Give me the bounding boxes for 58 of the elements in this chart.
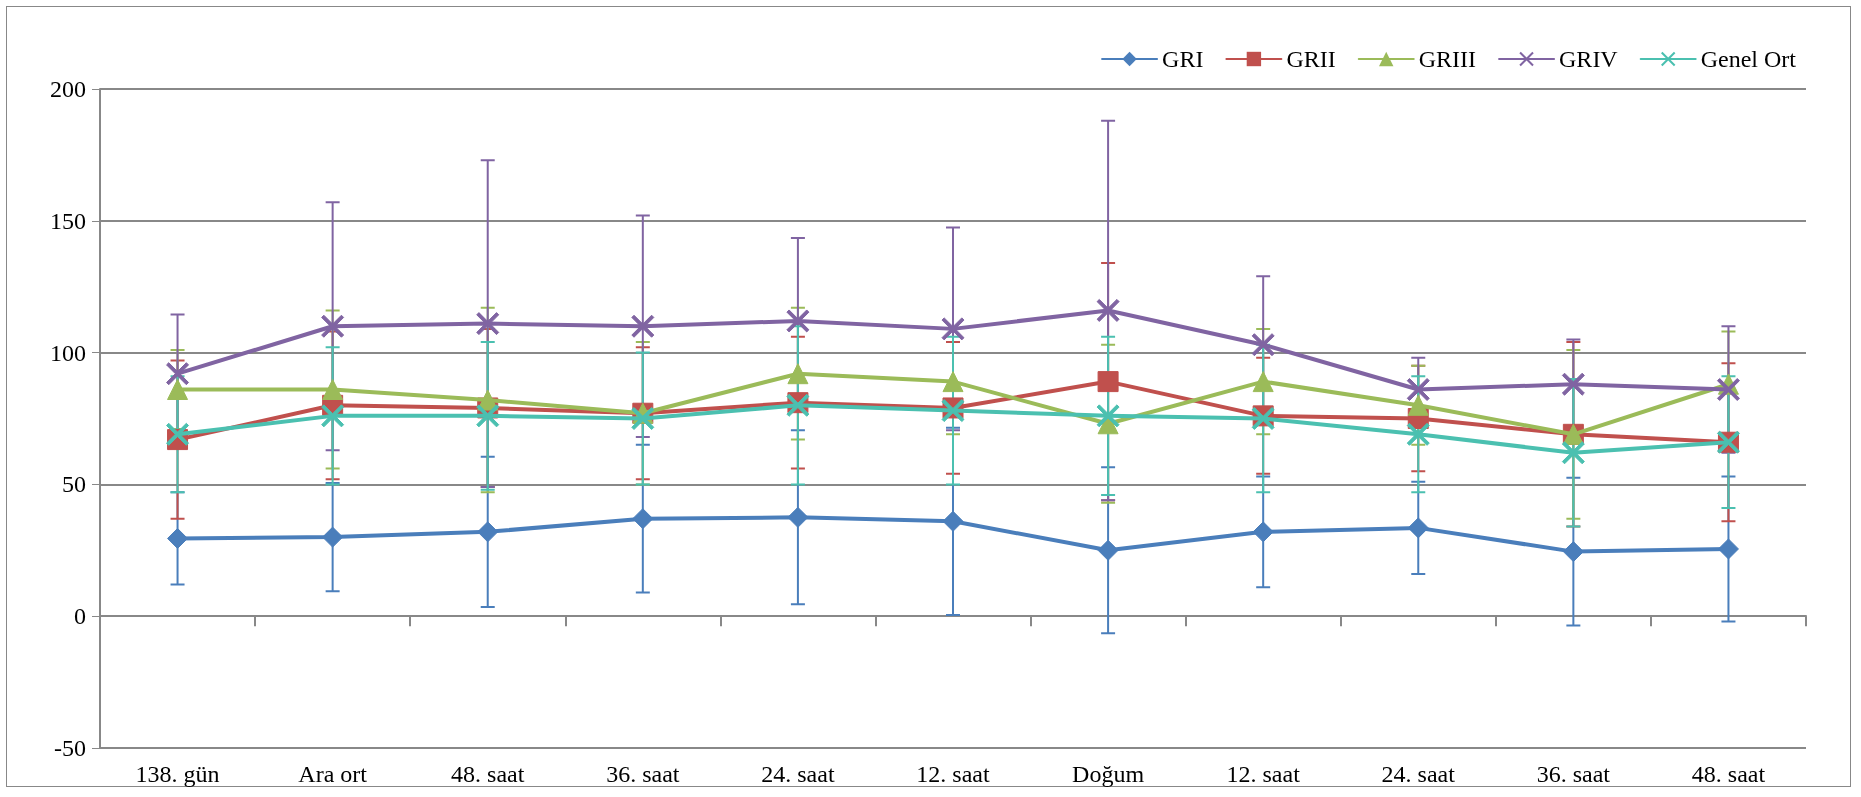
point (1406, 378, 1430, 401)
x-tick-label: 24. saat (761, 761, 835, 787)
x-tick-label: 48. saat (1691, 761, 1766, 787)
y-tick-label: -50 (54, 735, 86, 761)
x-tick-label: Doğum (1072, 761, 1145, 787)
legend-label: Genel Ort (1700, 46, 1797, 72)
point (1407, 517, 1429, 539)
point (1097, 539, 1119, 561)
point (167, 527, 189, 549)
y-tick-label: 0 (74, 603, 86, 630)
point (476, 312, 500, 336)
point (787, 363, 809, 385)
point (321, 404, 345, 428)
x-tick-label: 36. saat (606, 761, 680, 787)
x-tick-label: 138. gün (135, 761, 220, 787)
point (1251, 333, 1275, 357)
point (477, 521, 499, 543)
point (1407, 394, 1429, 416)
point (786, 309, 810, 333)
x-tick-label: 24. saat (1381, 761, 1456, 787)
point (476, 404, 500, 428)
point (166, 422, 190, 446)
point (1406, 422, 1430, 446)
point (1561, 372, 1585, 396)
legend-label: GRI (1162, 46, 1204, 72)
point (632, 508, 654, 530)
point (321, 314, 345, 338)
point (1097, 371, 1119, 393)
point (631, 407, 655, 430)
point (1716, 378, 1740, 401)
y-tick-label: 200 (50, 76, 86, 102)
point (787, 506, 809, 528)
legend-label: GRII (1286, 46, 1336, 72)
point (167, 379, 189, 400)
point (1252, 521, 1274, 543)
y-tick-label: 50 (62, 471, 86, 498)
x-tick-label: 48. saat (451, 761, 525, 787)
point (1561, 441, 1585, 465)
point (631, 314, 655, 338)
point (941, 317, 965, 341)
point (322, 526, 344, 548)
point (1252, 371, 1274, 393)
y-tick-label: 150 (50, 207, 86, 234)
x-tick-label: Ara ort (298, 761, 368, 787)
point (942, 510, 964, 532)
x-tick-label: 36. saat (1536, 761, 1611, 787)
point (166, 362, 190, 386)
point (1096, 298, 1120, 322)
point (1717, 538, 1739, 560)
point (322, 379, 344, 400)
point (942, 371, 964, 393)
y-tick-label: 100 (50, 339, 86, 366)
legend-label: GRIII (1418, 46, 1477, 72)
x-tick-label: 12. saat (916, 761, 990, 787)
legend-label: GRIV (1559, 46, 1619, 72)
point (1096, 404, 1120, 428)
point (1562, 541, 1584, 563)
x-tick-label: 12. saat (1226, 761, 1301, 787)
